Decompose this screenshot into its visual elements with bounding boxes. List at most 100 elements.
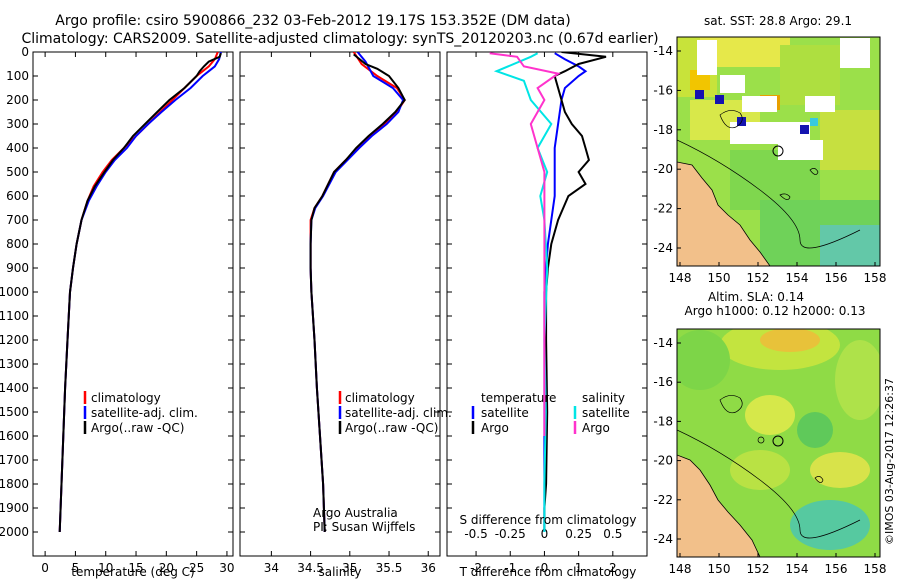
- xtick-label: 2: [609, 561, 617, 575]
- series-line-satellite-adj-clim-: [309, 52, 405, 533]
- map-ytick-label: -16: [653, 375, 673, 389]
- ytick-label: 1000: [0, 285, 29, 299]
- xtick-label: 25: [189, 561, 204, 575]
- s-diff-tick-label: -0.25: [495, 527, 526, 541]
- diff-legend-t-title: temperature: [481, 391, 556, 405]
- sla-argo-marker: [772, 435, 784, 447]
- figure-title-line2: Climatology: CARS2009. Satellite-adjuste…: [21, 31, 658, 47]
- xtick-label: -1: [504, 561, 516, 575]
- map-ytick-label: -24: [653, 532, 673, 546]
- map-xtick-label: 150: [708, 271, 731, 285]
- s-diff-tick-label: 0: [541, 527, 549, 541]
- series-line-argo-raw-qc-: [309, 53, 406, 533]
- diff-legend-s-sat: satellite: [582, 406, 630, 420]
- map-xtick-label: 158: [864, 562, 887, 576]
- xtick-label: 15: [128, 561, 143, 575]
- map-xtick-label: 156: [825, 271, 848, 285]
- map-ytick-label: -18: [653, 414, 673, 428]
- xtick-label: 34.5: [297, 561, 324, 575]
- ytick-label: 500: [6, 165, 29, 179]
- ytick-label: 1700: [0, 453, 29, 467]
- argo-australia-note: Argo Australia: [313, 506, 398, 520]
- series-line-s-argo: [489, 52, 561, 436]
- series-line-climatology: [58, 52, 219, 533]
- sst-map: [677, 37, 880, 266]
- ytick-label: 1300: [0, 357, 29, 371]
- ytick-label: 1200: [0, 333, 29, 347]
- map-xtick-label: 150: [708, 562, 731, 576]
- diff-legend-t-argo: Argo: [481, 421, 509, 435]
- xtick-label: 0: [541, 561, 549, 575]
- temperature-legend: climatology satellite-adj. clim. Argo(..…: [83, 391, 198, 435]
- temp-legend-clim: climatology: [91, 391, 161, 405]
- series-line-climatology: [309, 52, 406, 533]
- ytick-label: 1500: [0, 405, 29, 419]
- map-xtick-label: 148: [669, 562, 692, 576]
- ytick-label: 1600: [0, 429, 29, 443]
- ytick-label: 100: [6, 69, 29, 83]
- xtick-label: 20: [159, 561, 174, 575]
- ytick-label: 1800: [0, 477, 29, 491]
- ytick-label: 400: [6, 141, 29, 155]
- ytick-label: 1400: [0, 381, 29, 395]
- map-ytick-label: -20: [653, 162, 673, 176]
- xtick-label: 34: [264, 561, 279, 575]
- map-ytick-label: -14: [653, 336, 673, 350]
- series-line-s-satellite: [493, 52, 553, 532]
- map-ytick-label: -24: [653, 241, 673, 255]
- sal-legend-sat: satellite-adj. clim.: [345, 406, 452, 420]
- ytick-label: 2000: [0, 525, 29, 539]
- salinity-legend: climatology satellite-adj. clim. Argo(..…: [338, 391, 452, 435]
- s-diff-tick-label: 0.5: [603, 527, 622, 541]
- ytick-label: 300: [6, 117, 29, 131]
- map-xtick-label: 154: [786, 562, 809, 576]
- xtick-label: 30: [219, 561, 234, 575]
- xtick-label: 0: [41, 561, 49, 575]
- map-ytick-label: -22: [653, 202, 673, 216]
- xtick-label: 1: [575, 561, 583, 575]
- diff-legend-s-title: salinity: [582, 391, 625, 405]
- s-diff-tick-label: 0.25: [565, 527, 592, 541]
- sal-legend-clim: climatology: [345, 391, 415, 405]
- s-diff-tick-label: -0.5: [464, 527, 487, 541]
- map-xtick-label: 158: [864, 271, 887, 285]
- map-ytick-label: -22: [653, 493, 673, 507]
- imos-stamp: ©IMOS 03-Aug-2017 12:26:37: [883, 378, 896, 545]
- salinity-xlabel: salinity: [318, 565, 361, 579]
- map-xtick-label: 156: [825, 562, 848, 576]
- temp-legend-sat: satellite-adj. clim.: [91, 406, 198, 420]
- ytick-label: 700: [6, 213, 29, 227]
- map-xtick-label: 154: [786, 271, 809, 285]
- temperature-xlabel: temperature (deg C): [71, 565, 194, 579]
- sla-map-frame: [676, 328, 881, 558]
- difference-legend: temperature satellite Argo salinity sate…: [471, 391, 630, 435]
- series-line-satellite-adj-clim-: [58, 52, 222, 533]
- ytick-label: 0: [21, 45, 29, 59]
- ytick-label: 200: [6, 93, 29, 107]
- map-xtick-label: 148: [669, 271, 692, 285]
- diff-legend-t-sat: satellite: [481, 406, 529, 420]
- xtick-label: 35.5: [376, 561, 403, 575]
- series-line-t-argo: [543, 52, 607, 532]
- salinity-panel: [239, 51, 441, 557]
- sst-argo-marker: [772, 145, 784, 157]
- sst-map-frame: [676, 36, 881, 267]
- xtick-label: 35: [342, 561, 357, 575]
- map-xtick-label: 152: [747, 271, 770, 285]
- map-xtick-label: 152: [747, 562, 770, 576]
- sla-map-title2: Argo h1000: 0.12 h2000: 0.13: [685, 304, 866, 318]
- temperature-panel: [32, 51, 234, 557]
- map-ytick-label: -16: [653, 83, 673, 97]
- sst-map-title: sat. SST: 28.8 Argo: 29.1: [704, 14, 852, 28]
- xtick-label: 10: [98, 561, 113, 575]
- diff-legend-s-argo: Argo: [582, 421, 610, 435]
- ytick-label: 1100: [0, 309, 29, 323]
- pi-note: PI: Susan Wijffels: [313, 520, 415, 534]
- ytick-label: 800: [6, 237, 29, 251]
- map-ytick-label: -14: [653, 44, 673, 58]
- series-line-t-satellite: [543, 52, 588, 532]
- difference-xlabel-top: S difference from climatology: [460, 513, 637, 527]
- xtick-label: -2: [470, 561, 482, 575]
- xtick-label: 36: [421, 561, 436, 575]
